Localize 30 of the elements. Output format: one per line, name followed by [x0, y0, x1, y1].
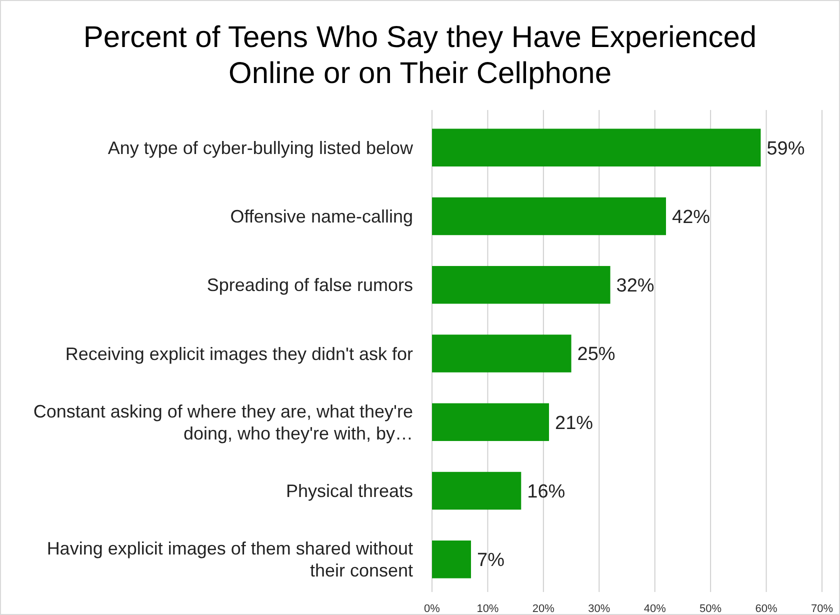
- y-tick-label: Spreading of false rumors: [206, 275, 413, 296]
- bar: [432, 266, 610, 304]
- x-tick-label: 30%: [588, 602, 610, 615]
- y-tick-label: Offensive name-calling: [230, 206, 413, 227]
- x-tick-label: 10%: [476, 602, 499, 615]
- data-label: 25%: [577, 344, 616, 366]
- bar: [432, 128, 761, 166]
- x-tick-label: 20%: [532, 602, 555, 615]
- bar: [432, 540, 471, 578]
- y-tick-label: Any type of cyber-bullying listed below: [108, 138, 414, 158]
- data-label: 32%: [616, 276, 654, 297]
- x-tick-label: 0%: [424, 602, 440, 615]
- bar: [432, 472, 522, 510]
- bar: [432, 403, 549, 442]
- data-label: 16%: [527, 481, 566, 502]
- x-tick-label: 50%: [700, 602, 722, 615]
- y-tick-label: Having explicit images of them shared without their consent: [46, 538, 413, 581]
- x-tick-label: 60%: [755, 602, 778, 615]
- x-tick-label: 40%: [644, 602, 666, 615]
- x-tick-label: 70%: [810, 602, 834, 615]
- y-tick-label: Receiving explicit images they didn't ask for: [65, 344, 413, 364]
- data-label: 59%: [766, 138, 805, 160]
- bar: [432, 334, 572, 372]
- chart-title: Percent of Teens Who Say they Have Experienced Online or on Their Cellphone: [83, 21, 757, 90]
- y-tick-label: Physical threats: [286, 481, 413, 502]
- data-label: 7%: [477, 550, 505, 572]
- bar: [432, 197, 666, 236]
- y-tick-label: Constant asking of where they are, what they're doing, who they're with, by…: [33, 401, 413, 444]
- data-label: 21%: [555, 412, 594, 434]
- data-label: 42%: [672, 206, 710, 228]
